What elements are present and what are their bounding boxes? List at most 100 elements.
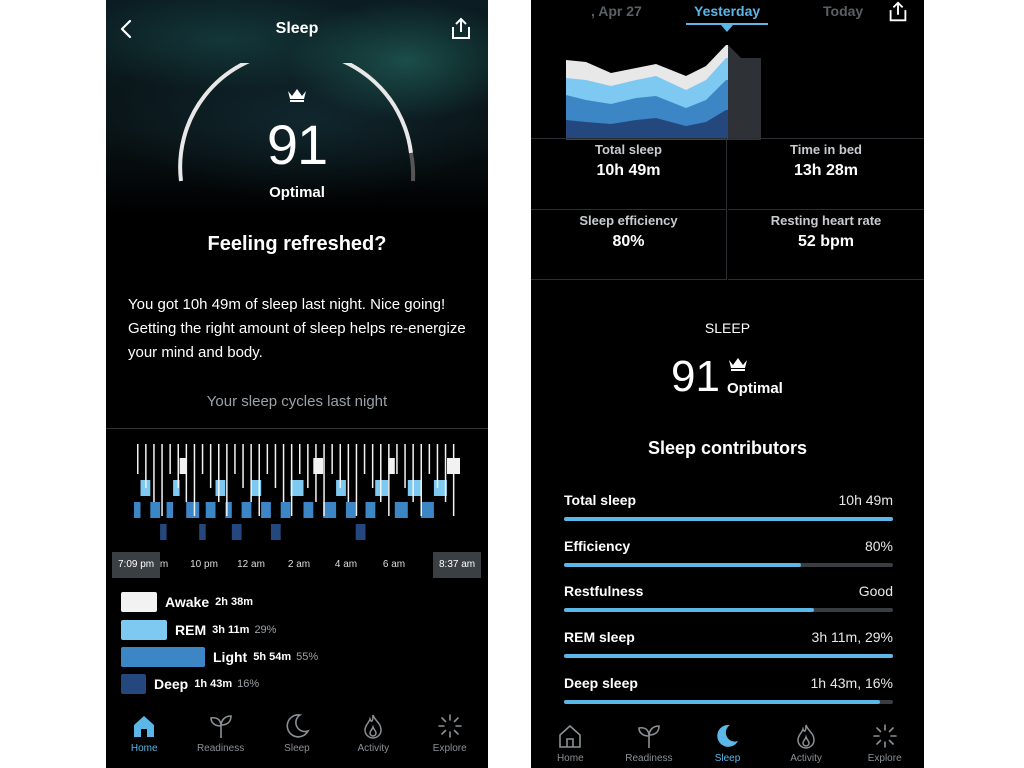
moon-icon [717, 724, 739, 747]
hypnogram-segment [345, 502, 356, 518]
tab-readiness[interactable]: Readiness [614, 718, 684, 764]
hypnogram-spike [388, 444, 390, 516]
legend-percent: 29% [254, 624, 277, 636]
tab-explore[interactable]: Explore [415, 704, 485, 754]
contributor-value: 1h 43m, 16% [810, 675, 894, 691]
trend-cursor [728, 45, 761, 140]
hypnogram-spike [226, 444, 228, 516]
hypnogram-spike [412, 444, 414, 502]
date-current[interactable]: Yesterday [694, 3, 761, 19]
contributor-bar-fill [564, 563, 801, 567]
hypnogram-segment [336, 480, 346, 496]
crown-icon [288, 89, 306, 102]
time-axis: 7:09 pm m 10 pm 12 am 2 am 4 am 6 am 8:3… [106, 552, 488, 578]
hypnogram-spike [137, 444, 139, 474]
share-icon[interactable] [886, 0, 910, 24]
hypnogram-segment [225, 502, 232, 518]
tab-explore[interactable]: Explore [850, 718, 920, 764]
hypnogram-segment [241, 502, 252, 518]
hypnogram-spike [444, 444, 447, 502]
stat-label: Resting heart rate [770, 213, 882, 228]
sleep-summary-screen: Sleep 91 Optimal Feeling refreshed? You … [106, 0, 488, 768]
hypnogram-spike [355, 444, 358, 516]
tab-label: Sleep [284, 743, 310, 754]
page-title: Sleep [275, 20, 319, 37]
contributor-bar-fill [564, 700, 880, 704]
contributor-bar-fill [564, 608, 815, 612]
sprout-icon [638, 725, 660, 748]
tick-label: 4 am [334, 559, 358, 570]
hypnogram-spike [242, 444, 244, 488]
tick-label: 10 pm [190, 559, 218, 570]
tab-activity[interactable]: Activity [338, 704, 408, 754]
contributor-rem-sleep[interactable]: REM sleep 3h 11m, 29% [564, 629, 893, 658]
stat-value: 13h 28m [793, 162, 859, 179]
stat-value: 80% [612, 233, 645, 250]
tab-sleep[interactable]: Sleep [692, 718, 762, 764]
date-prev[interactable]: , Apr 27 [591, 3, 642, 19]
contributor-restfulness[interactable]: Restfulness Good [564, 583, 893, 612]
stat-label: Sleep efficiency [579, 213, 678, 228]
hypnogram-spike [153, 444, 155, 502]
sleep-cycles-title: Your sleep cycles last night [206, 393, 388, 410]
hypnogram-spike [347, 444, 350, 502]
contributor-value: 10h 49m [838, 492, 893, 508]
contributor-total-sleep[interactable]: Total sleep 10h 49m [564, 492, 893, 521]
legend-duration: 1h 43m [194, 678, 233, 690]
hypnogram-spike [299, 444, 301, 474]
contributor-deep-sleep[interactable]: Deep sleep 1h 43m, 16% [564, 675, 893, 704]
tab-readiness[interactable]: Readiness [186, 704, 256, 754]
date-next[interactable]: Today [823, 3, 864, 19]
legend-duration: 3h 11m [212, 624, 250, 636]
hypnogram-chart [134, 444, 460, 540]
tick-label: m [159, 559, 169, 570]
tab-activity[interactable]: Activity [771, 718, 841, 764]
hypnogram-spike [201, 444, 204, 474]
flame-icon [797, 724, 815, 749]
hypnogram-segment [313, 458, 324, 474]
contributor-bar-fill [564, 517, 893, 521]
hypnogram-spike [380, 444, 382, 502]
hypnogram-segment [375, 480, 389, 496]
tab-label: Readiness [625, 753, 673, 764]
home-icon [559, 724, 582, 748]
awake-swatch [121, 592, 157, 612]
hypnogram-segment [166, 502, 174, 518]
stat-resting-heart-rate: Resting heart rate 52 bpm [728, 209, 924, 280]
contributors-title: Sleep contributors [647, 438, 808, 458]
share-icon[interactable] [448, 16, 474, 42]
tab-sleep[interactable]: Sleep [262, 704, 332, 754]
hypnogram-spike [177, 444, 179, 488]
tab-home[interactable]: Home [109, 704, 179, 754]
back-icon[interactable] [114, 16, 140, 42]
end-time: 8:37 am [433, 552, 482, 578]
score-gauge [178, 63, 416, 182]
hypnogram-spike [282, 444, 285, 502]
sleep-score: 91 [266, 113, 328, 176]
hypnogram-segment [365, 502, 376, 518]
legend-percent: 16% [237, 678, 260, 690]
tab-label: Explore [867, 753, 902, 764]
tab-label: Readiness [196, 743, 245, 754]
tab-label: Sleep [714, 753, 741, 764]
legend-duration: 5h 54m [253, 651, 292, 663]
stat-label: Total sleep [595, 142, 662, 157]
contributor-value: 3h 11m, 29% [811, 629, 893, 645]
flame-icon [364, 714, 383, 739]
hypnogram-spike [209, 444, 212, 488]
hypnogram-segment [179, 458, 187, 474]
hypnogram-segment [261, 502, 271, 518]
stat-efficiency: Sleep efficiency 80% [531, 209, 727, 280]
hypnogram-segment [407, 480, 421, 496]
tick-label: 2 am [287, 559, 311, 570]
contributor-value: 80% [864, 538, 893, 554]
rem-swatch [121, 620, 167, 640]
sleep-section-label: SLEEP [704, 320, 751, 336]
tab-home[interactable]: Home [535, 718, 605, 764]
hypnogram-spike [145, 444, 147, 488]
deep-swatch [121, 674, 146, 694]
hypnogram-segment [186, 502, 200, 518]
hypnogram-segment [173, 480, 180, 496]
contributor-efficiency[interactable]: Efficiency 80% [564, 538, 893, 567]
contributor-bar [564, 563, 893, 567]
